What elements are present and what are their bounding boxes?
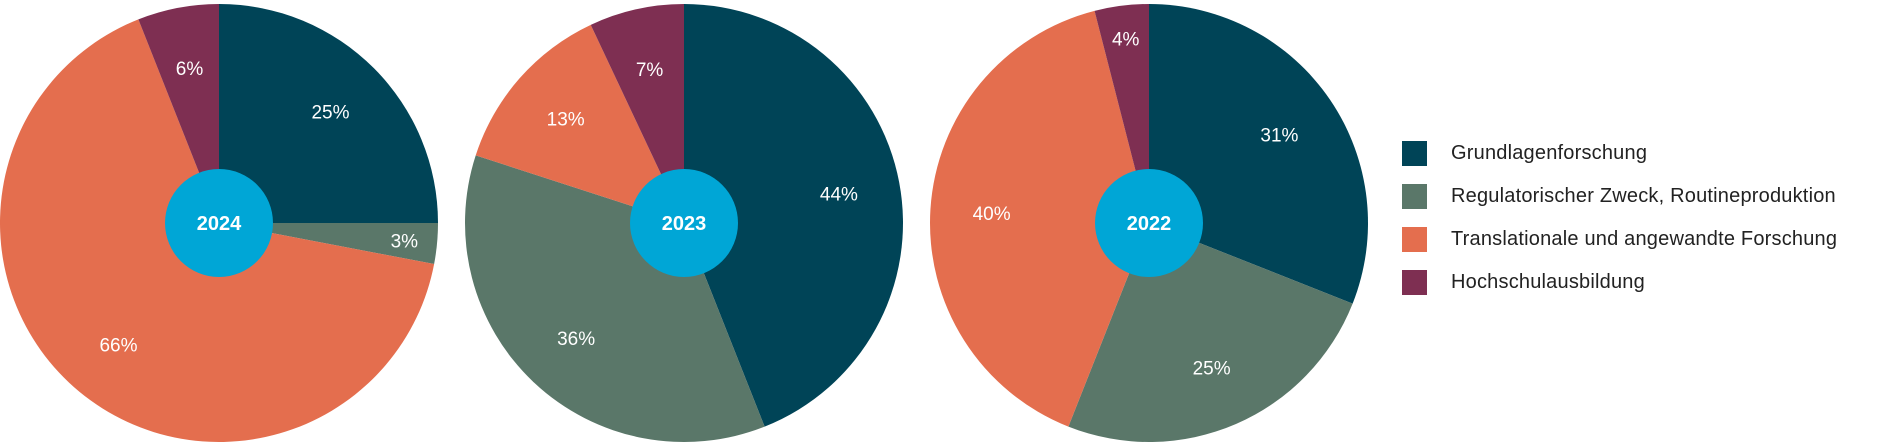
slice-value-label-regulatorisch: 25% xyxy=(1193,359,1231,380)
legend: Grundlagenforschung Regulatorischer Zwec… xyxy=(1402,140,1837,312)
legend-swatch-regulatorisch xyxy=(1402,184,1427,209)
pie-slice-regulatorisch xyxy=(219,223,438,265)
pie-slice-regulatorisch xyxy=(1068,223,1353,442)
slice-value-label-regulatorisch: 3% xyxy=(391,232,419,253)
slice-value-label-grundlagenforschung: 44% xyxy=(820,185,858,206)
center-year-label: 2024 xyxy=(197,213,242,235)
center-circle xyxy=(630,169,738,277)
slice-value-label-hochschulausbildung: 6% xyxy=(176,59,204,80)
pie-slice-grundlagenforschung xyxy=(684,4,903,427)
legend-swatch-grundlagenforschung xyxy=(1402,141,1427,166)
legend-label: Hochschulausbildung xyxy=(1451,271,1645,293)
slice-value-label-hochschulausbildung: 7% xyxy=(636,60,664,81)
pie-slice-grundlagenforschung xyxy=(1149,4,1368,304)
pie-slice-hochschulausbildung xyxy=(1094,4,1149,223)
slice-value-label-grundlagenforschung: 25% xyxy=(311,103,349,124)
center-year-label: 2023 xyxy=(662,213,707,235)
legend-item-hochschulausbildung: Hochschulausbildung xyxy=(1402,269,1837,296)
slice-value-label-translational: 13% xyxy=(547,110,585,131)
slice-value-label-grundlagenforschung: 31% xyxy=(1260,125,1298,146)
legend-swatch-translational xyxy=(1402,227,1427,252)
pie-chart-2022: 2022 31% 25% 40% 4% xyxy=(930,4,1368,442)
pie-slice-regulatorisch xyxy=(465,155,765,442)
legend-label: Grundlagenforschung xyxy=(1451,142,1648,164)
pie-chart-2023: 2023 44% 36% 13% 7% xyxy=(465,4,903,442)
pie-slice-hochschulausbildung xyxy=(138,4,219,223)
pie-slice-translational xyxy=(475,24,684,224)
pie-slice-hochschulausbildung xyxy=(590,4,684,223)
slice-value-label-hochschulausbildung: 4% xyxy=(1112,29,1140,50)
slice-value-label-translational: 40% xyxy=(973,204,1011,225)
center-circle xyxy=(1095,169,1203,277)
slice-value-label-translational: 66% xyxy=(99,336,137,357)
pie-slice-translational xyxy=(930,10,1149,427)
pie-slice-grundlagenforschung xyxy=(219,4,438,223)
slice-value-label-regulatorisch: 36% xyxy=(557,329,595,350)
legend-label: Translationale und angewandte Forschung xyxy=(1451,228,1838,250)
center-circle xyxy=(165,169,273,277)
legend-label: Regulatorischer Zweck, Routineproduktion xyxy=(1451,185,1836,207)
legend-swatch-hochschulausbildung xyxy=(1402,270,1427,295)
legend-item-translational: Translationale und angewandte Forschung xyxy=(1402,226,1837,253)
legend-item-grundlagenforschung: Grundlagenforschung xyxy=(1402,140,1837,167)
center-year-label: 2022 xyxy=(1127,213,1172,235)
legend-item-regulatorisch: Regulatorischer Zweck, Routineproduktion xyxy=(1402,183,1837,210)
pie-chart-2024: 2024 25% 3% 66% 6% xyxy=(0,4,438,442)
